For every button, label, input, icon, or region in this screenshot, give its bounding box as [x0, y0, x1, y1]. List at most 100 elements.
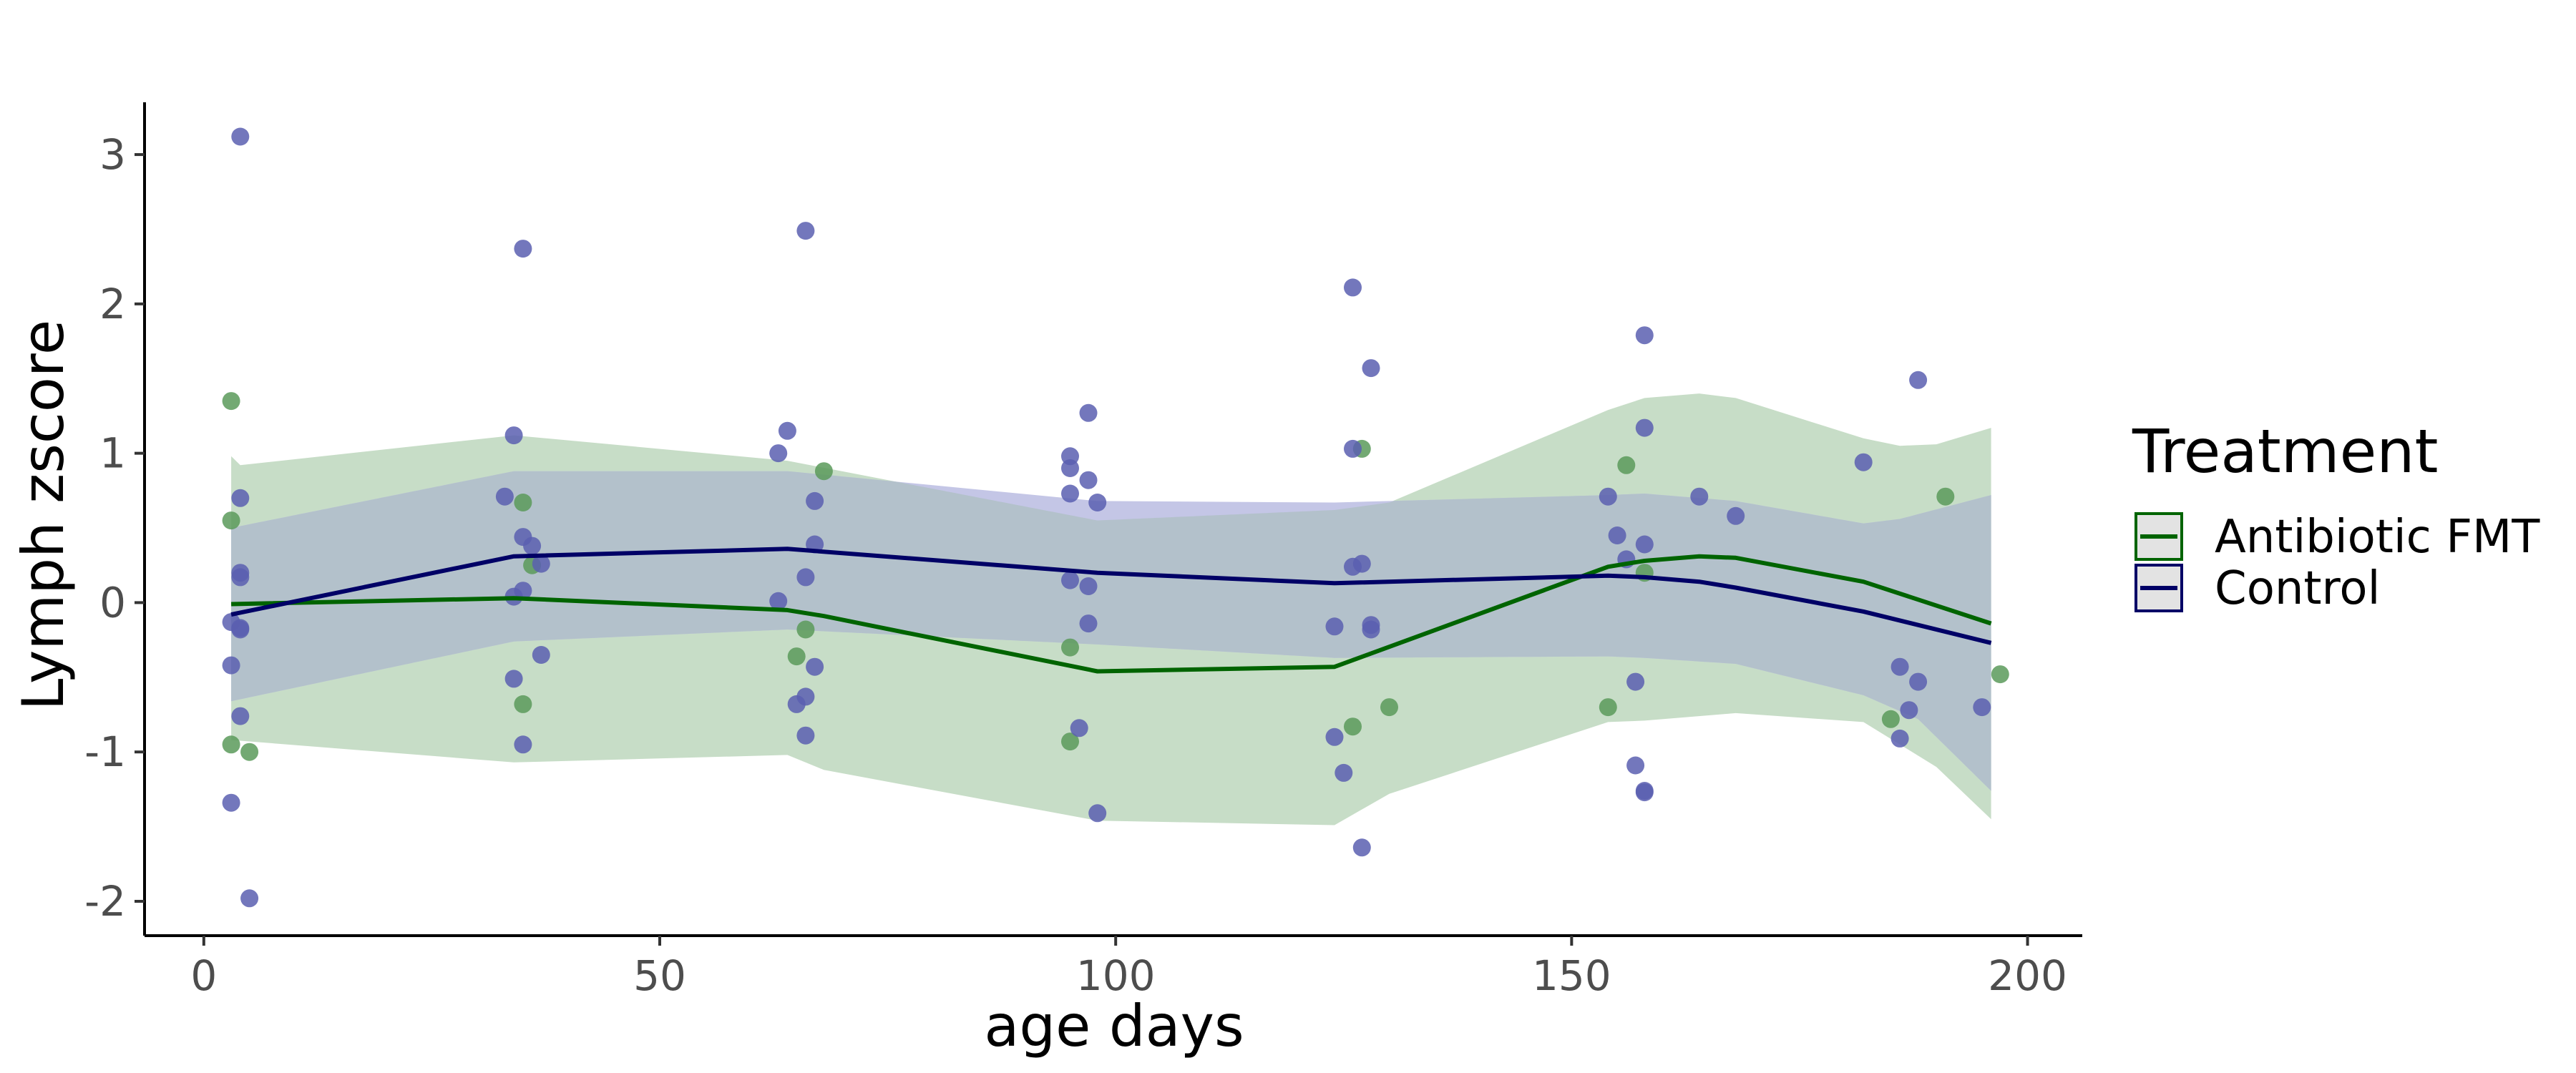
legend-title: Treatment	[2132, 416, 2438, 486]
point-antibiotic-fmt	[1380, 698, 1398, 717]
x-tick-label: 200	[1988, 951, 2067, 1000]
line-antibiotic-fmt	[231, 554, 1992, 674]
point-control	[504, 670, 523, 688]
point-control	[778, 421, 796, 440]
point-control	[1909, 371, 1928, 389]
data-points	[222, 127, 2009, 908]
point-control	[1061, 459, 1079, 477]
point-control	[1890, 657, 1909, 676]
point-control	[1635, 783, 1654, 802]
point-antibiotic-fmt	[240, 743, 259, 761]
axes: 0 50 100 150 200 -2 -1 0 1 2 3	[84, 102, 2082, 1000]
point-control	[523, 536, 542, 555]
point-control	[1626, 672, 1645, 691]
trend-lines	[230, 547, 1992, 674]
point-control	[1909, 672, 1928, 691]
point-control	[787, 695, 806, 713]
x-tick-label: 100	[1076, 951, 1156, 1000]
point-control	[231, 489, 250, 507]
point-control	[532, 646, 550, 664]
x-tick-label: 0	[190, 951, 217, 1000]
point-control	[796, 726, 815, 745]
point-control	[1626, 756, 1645, 775]
point-control	[1608, 526, 1626, 544]
point-control	[1061, 571, 1079, 589]
point-control	[1900, 701, 1918, 720]
point-control	[1061, 484, 1079, 503]
point-control	[1079, 614, 1098, 633]
point-antibiotic-fmt	[796, 620, 815, 639]
point-control	[1335, 763, 1353, 782]
point-antibiotic-fmt	[514, 695, 532, 713]
point-control	[1079, 471, 1098, 489]
point-control	[222, 793, 240, 812]
x-tick-label: 50	[633, 951, 686, 1000]
point-antibiotic-fmt	[1881, 710, 1900, 728]
point-antibiotic-fmt	[1936, 487, 1955, 506]
point-antibiotic-fmt	[1061, 733, 1079, 751]
point-control	[1344, 278, 1362, 297]
point-control	[504, 426, 523, 445]
point-control	[1635, 326, 1654, 345]
plot-area	[222, 127, 2009, 908]
point-antibiotic-fmt	[1991, 665, 2009, 684]
point-control	[1635, 418, 1654, 437]
y-tick-label: 2	[99, 280, 126, 328]
y-tick-label: 1	[99, 429, 126, 478]
point-control	[769, 444, 788, 463]
point-control	[1362, 620, 1380, 639]
point-antibiotic-fmt	[787, 647, 806, 666]
point-antibiotic-fmt	[814, 462, 833, 481]
point-control	[1362, 359, 1380, 378]
y-tick-label: 0	[99, 578, 126, 627]
point-control	[532, 554, 550, 573]
point-control	[222, 656, 240, 675]
x-axis-ticks: 0 50 100 150 200	[190, 936, 2067, 1000]
point-control	[1325, 617, 1344, 636]
y-axis-title: Lymph zscore	[10, 320, 77, 710]
line-control	[230, 547, 1992, 645]
legend-label-control: Control	[2215, 562, 2380, 615]
legend-label-antibiotic-fmt: Antibiotic FMT	[2215, 511, 2540, 564]
point-control	[231, 127, 250, 146]
point-antibiotic-fmt	[1617, 456, 1636, 474]
point-antibiotic-fmt	[222, 735, 240, 754]
point-antibiotic-fmt	[222, 392, 240, 411]
point-control	[1352, 838, 1371, 857]
point-control	[240, 889, 259, 908]
point-antibiotic-fmt	[1344, 717, 1362, 736]
point-control	[1599, 487, 1617, 506]
point-control	[514, 735, 532, 754]
point-control	[769, 592, 788, 610]
x-axis-title: age days	[984, 993, 1244, 1059]
point-control	[806, 657, 824, 676]
point-control	[231, 707, 250, 725]
point-control	[1325, 727, 1344, 746]
point-control	[1079, 577, 1098, 595]
point-control	[796, 222, 815, 240]
point-control	[1344, 439, 1362, 458]
point-control	[1890, 729, 1909, 748]
point-control	[1690, 487, 1709, 506]
point-control	[1079, 403, 1098, 422]
point-antibiotic-fmt	[514, 494, 532, 511]
point-control	[495, 487, 514, 506]
point-control	[796, 568, 815, 587]
point-control	[231, 568, 250, 587]
y-tick-label: -1	[84, 727, 126, 776]
point-antibiotic-fmt	[222, 511, 240, 530]
point-control	[1854, 453, 1873, 471]
y-tick-label: -2	[84, 877, 126, 926]
point-control	[514, 240, 532, 258]
point-control	[1635, 535, 1654, 554]
point-control	[1727, 506, 1745, 525]
y-axis-ticks: -2 -1 0 1 2 3	[84, 130, 145, 926]
point-control	[806, 491, 824, 510]
point-control	[1088, 494, 1107, 511]
point-control	[1088, 804, 1107, 823]
point-control	[1070, 719, 1088, 738]
point-control	[1344, 557, 1362, 576]
